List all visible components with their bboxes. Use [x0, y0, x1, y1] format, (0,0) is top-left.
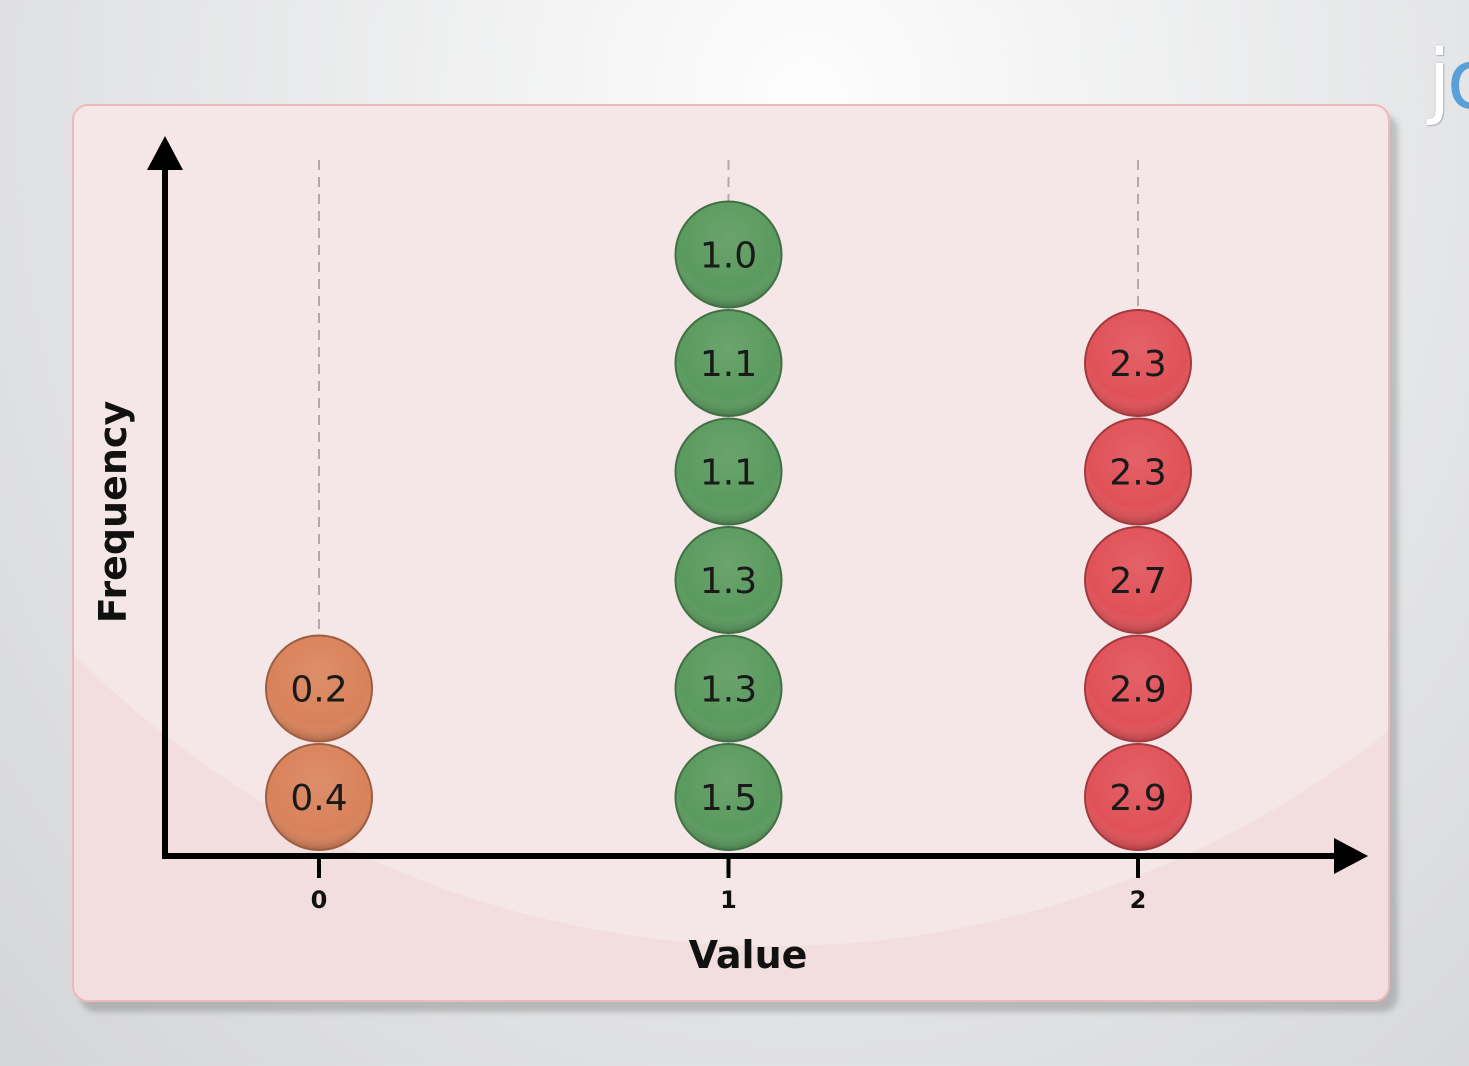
data-point: 2.3: [1084, 309, 1192, 417]
data-point-shade: [676, 311, 781, 415]
data-point-label: 0.2: [290, 670, 347, 711]
guide-lines: [318, 160, 1139, 636]
x-tick-label-2: 2: [1130, 886, 1147, 914]
data-point: 2.9: [1084, 743, 1192, 851]
data-point-shade: [676, 202, 781, 307]
data-point-label: 1.3: [700, 670, 757, 711]
x-axis-label: Value: [689, 933, 808, 977]
data-point-label: 2.3: [1109, 453, 1166, 494]
x-tick-label-1: 1: [720, 886, 737, 914]
data-point: 2.9: [1084, 634, 1192, 743]
data-point-shade: [676, 636, 781, 741]
data-point-label: 1.3: [700, 561, 757, 602]
data-point: 1.5: [674, 743, 783, 851]
data-point-label: 2.9: [1109, 778, 1166, 819]
logo-letter-o: o: [1447, 33, 1469, 128]
axes: [147, 136, 1368, 874]
data-point: 0.4: [265, 743, 373, 851]
data-point: 0.2: [265, 634, 373, 743]
data-point-label: 2.9: [1109, 670, 1166, 711]
x-tick-label-0: 0: [311, 886, 328, 914]
data-point-label: 2.7: [1109, 561, 1166, 602]
data-point-shade: [267, 745, 371, 849]
data-point-shade: [676, 745, 781, 849]
y-axis-arrow: [147, 136, 183, 170]
logo-letter-j: j: [1428, 33, 1451, 128]
data-point: 1.3: [674, 526, 783, 634]
data-point-shade: [676, 419, 781, 524]
data-point: 2.3: [1084, 417, 1192, 526]
data-point-shade: [1086, 311, 1190, 415]
data-point-label: 0.4: [290, 778, 347, 819]
data-point: 1.0: [674, 200, 783, 309]
data-point: 1.1: [674, 417, 783, 526]
data-point-shade: [267, 636, 371, 741]
data-point: 1.1: [674, 309, 783, 417]
data-point-shade: [1086, 636, 1190, 741]
data-point-shade: [1086, 528, 1190, 632]
data-point-shade: [1086, 419, 1190, 524]
data-point: 2.7: [1084, 526, 1192, 634]
data-point: 1.3: [674, 634, 783, 743]
data-point-label: 1.0: [700, 236, 757, 277]
dot-stacks: 0.2 0.4 1.0 1.1 1.1 1.3 1.3 1.5 2.3 2.3 2.7 2.9 2.9: [265, 200, 1192, 851]
data-point-label: 1.1: [700, 453, 757, 494]
data-point-label: 1.1: [700, 344, 757, 385]
data-point-label: 1.5: [700, 778, 757, 819]
data-point-shade: [676, 528, 781, 632]
x-axis-arrow: [1334, 838, 1368, 874]
data-point-shade: [1086, 745, 1190, 849]
x-ticks: 0 1 2: [311, 856, 1147, 914]
logo-fragment: jo: [1428, 40, 1469, 122]
y-axis-label: Frequency: [91, 401, 135, 624]
data-point-label: 2.3: [1109, 344, 1166, 385]
